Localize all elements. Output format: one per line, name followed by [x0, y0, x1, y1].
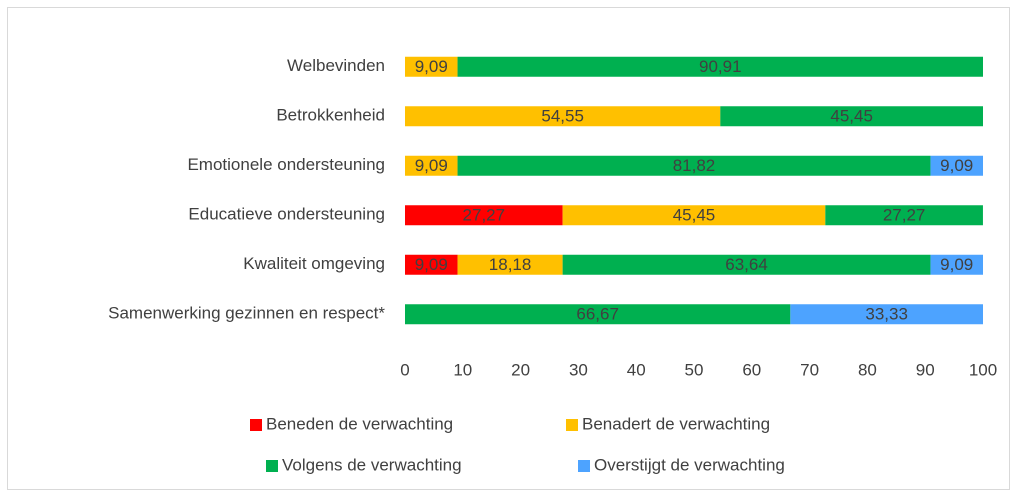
value-label: 90,91 — [699, 57, 742, 76]
bar-segment — [405, 106, 721, 127]
x-tick-label: 50 — [685, 360, 704, 379]
legend-label: Beneden de verwachting — [266, 414, 453, 433]
y-tick-label: Samenwerking gezinnen en respect* — [108, 304, 385, 323]
value-label: 9,09 — [415, 57, 448, 76]
y-tick-label: Welbevinden — [287, 56, 385, 75]
y-tick-label: Kwaliteit omgeving — [243, 254, 385, 273]
value-label: 45,45 — [673, 206, 716, 225]
x-tick-label: 20 — [511, 360, 530, 379]
value-label: 54,55 — [541, 107, 584, 126]
x-tick-label: 70 — [800, 360, 819, 379]
value-label: 18,18 — [489, 255, 532, 274]
value-label: 9,09 — [415, 156, 448, 175]
value-label: 63,64 — [725, 255, 768, 274]
legend-label: Volgens de verwachting — [282, 455, 462, 474]
bar-segment — [457, 56, 984, 77]
value-label: 27,27 — [883, 206, 926, 225]
value-label: 9,09 — [415, 255, 448, 274]
bar-segment — [457, 155, 931, 176]
x-tick-label: 10 — [453, 360, 472, 379]
x-tick-label: 100 — [969, 360, 997, 379]
value-label: 33,33 — [865, 305, 908, 324]
value-label: 45,45 — [830, 107, 873, 126]
legend-swatch — [266, 460, 278, 472]
value-label: 9,09 — [940, 156, 973, 175]
x-tick-label: 60 — [742, 360, 761, 379]
x-tick-label: 40 — [627, 360, 646, 379]
y-tick-label: Educatieve ondersteuning — [188, 205, 385, 224]
legend-label: Overstijgt de verwachting — [594, 455, 785, 474]
legend-swatch — [566, 419, 578, 431]
legend-label: Benadert de verwachting — [582, 414, 770, 433]
bar-segment — [405, 56, 458, 77]
x-tick-label: 80 — [858, 360, 877, 379]
bar-segment — [405, 205, 563, 226]
bar-segment — [405, 254, 458, 275]
bar-segment — [405, 155, 458, 176]
y-tick-label: Emotionele ondersteuning — [187, 155, 385, 174]
bar-segment — [720, 106, 983, 127]
bar-segment — [457, 254, 563, 275]
bar-segment — [825, 205, 983, 226]
x-tick-label: 0 — [400, 360, 409, 379]
bar-segment — [930, 155, 983, 176]
x-tick-label: 90 — [916, 360, 935, 379]
value-label: 66,67 — [576, 305, 619, 324]
value-label: 27,27 — [463, 206, 506, 225]
bar-segment — [562, 205, 826, 226]
bar-segment — [930, 254, 983, 275]
chart-border — [7, 7, 1010, 490]
y-tick-label: Betrokkenheid — [276, 106, 385, 125]
legend-swatch — [578, 460, 590, 472]
legend-swatch — [250, 419, 262, 431]
value-label: 9,09 — [940, 255, 973, 274]
x-tick-label: 30 — [569, 360, 588, 379]
bar-segment — [562, 254, 931, 275]
bar-segment — [405, 304, 791, 325]
value-label: 81,82 — [673, 156, 716, 175]
bar-segment — [790, 304, 983, 325]
